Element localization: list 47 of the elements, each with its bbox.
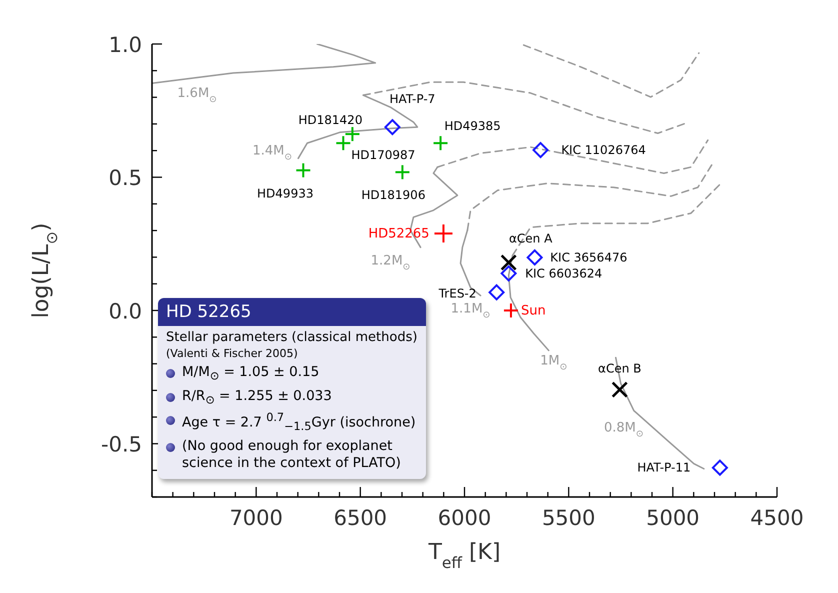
point xyxy=(384,119,400,136)
point xyxy=(532,142,549,158)
annotation: HAT-P-7 xyxy=(390,92,436,106)
point xyxy=(500,265,517,282)
annotation: HD181420 xyxy=(298,113,362,128)
annotation: HD 52265 xyxy=(158,298,426,326)
series-label: 1M$_{⊙}$ xyxy=(540,353,568,372)
annotation: HD49385 xyxy=(444,119,501,134)
x-tick-label: 6500 xyxy=(334,506,388,530)
y-tick-label: 1.0 xyxy=(108,33,142,57)
annotation: HD181906 xyxy=(361,188,426,202)
annotation: αCen A xyxy=(509,232,554,246)
annotation: Stellar parameters (classical methods) xyxy=(166,330,418,347)
annotation: R/R$_{⊙}$ = 1.255 ± 0.033 xyxy=(182,388,332,408)
series-label: Sun xyxy=(520,303,546,318)
x-tick-label: 5500 xyxy=(542,506,596,530)
annotation: (Valenti & Fischer 2005) xyxy=(166,346,299,362)
x-tick-label: 5000 xyxy=(646,506,700,530)
annotation: (No good enough for exoplanet science in the context of PLATO) xyxy=(182,438,402,473)
annotation: HAT-P-11 xyxy=(637,460,691,475)
x-tick-label: 4500 xyxy=(750,506,804,530)
annotation: M/M$_{⊙}$ = 1.05 ± 0.15 xyxy=(182,364,320,385)
annotation: KIC 3656476 xyxy=(550,250,628,264)
series-label: 0.8M$_{⊙}$ xyxy=(604,420,644,440)
x-tick-label: 7000 xyxy=(229,506,283,530)
line-series xyxy=(152,44,376,84)
x-axis-title: T$_{eff}$ [K] xyxy=(427,540,501,572)
y-tick-label: 0.0 xyxy=(108,299,142,324)
line-series xyxy=(522,44,700,98)
y-tick-label: -0.5 xyxy=(101,432,142,457)
series-label: 1.4M$_{⊙}$ xyxy=(252,143,292,162)
point xyxy=(712,460,728,476)
annotation: αCen B xyxy=(598,362,642,376)
y-tick-label: 0.5 xyxy=(108,166,142,190)
annotation: KIC 11026764 xyxy=(561,143,646,158)
series-label: HD52265 xyxy=(368,226,430,242)
annotation: Age τ = 2.7 $^{0.7}$$_{−1.5}$Gyr (isochrone) xyxy=(182,410,416,435)
annotation: TrES-2 xyxy=(438,286,476,300)
series-label: 1.6M$_{⊙}$ xyxy=(177,86,217,106)
annotation: HD170987 xyxy=(351,148,416,162)
annotation: KIC 6603624 xyxy=(525,266,602,280)
annotation: HD49933 xyxy=(257,186,314,200)
point xyxy=(526,249,543,266)
series-label: 1.2M$_{⊙}$ xyxy=(370,253,410,272)
point xyxy=(488,284,505,300)
series-label: 1.1M$_{⊙}$ xyxy=(450,302,490,321)
x-tick-label: 6000 xyxy=(438,506,492,530)
